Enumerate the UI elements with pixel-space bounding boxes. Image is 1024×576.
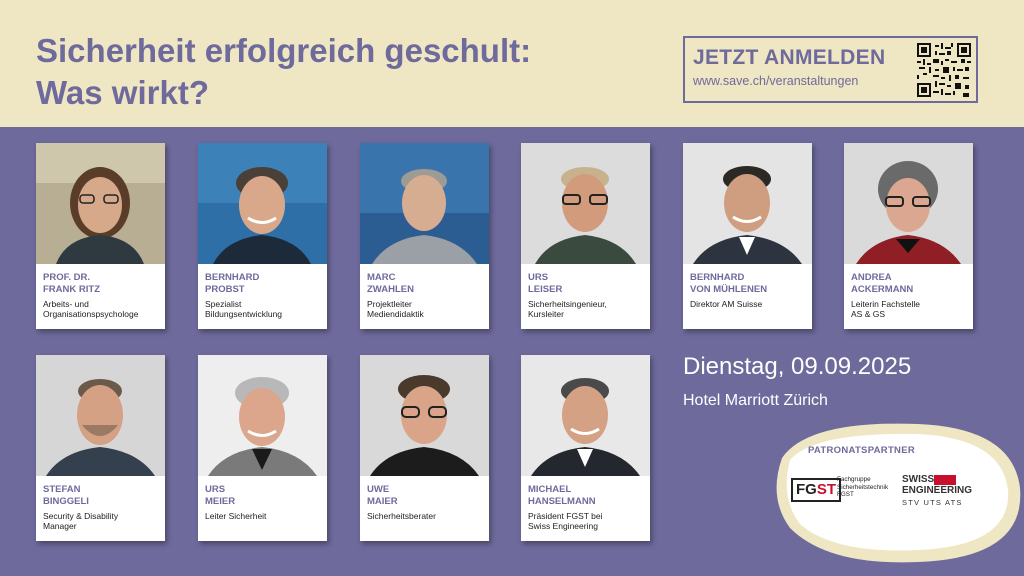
fgst-logo-mark: FGST: [791, 478, 842, 502]
event-venue: Hotel Marriott Zürich: [683, 392, 828, 409]
register-url-link[interactable]: www.save.ch/veranstaltungen: [693, 74, 859, 88]
speaker-photo: [198, 355, 327, 476]
speaker-name: URS MEIER: [205, 484, 236, 507]
speaker-role: Direktor AM Suisse: [690, 299, 763, 309]
speaker-role: Leiterin Fachstelle AS & GS: [851, 299, 920, 319]
speaker-card: URS LEISER Sicherheitsingenieur, Kursleite…: [521, 143, 650, 329]
register-cta-box[interactable]: JETZT ANMELDEN www.save.ch/veranstaltung…: [683, 36, 978, 103]
speaker-photo: [36, 143, 165, 264]
speaker-name: PROF. DR. FRANK RITZ: [43, 272, 100, 295]
speaker-photo: [360, 355, 489, 476]
speaker-photo: [198, 143, 327, 264]
speaker-photo: [844, 143, 973, 264]
speaker-name: BERNHARD VON MÜHLENEN: [690, 272, 768, 295]
swiss-engineering-logo: SWISS ENGINEERING STV UTS ATS: [902, 474, 973, 507]
speaker-role: Leiter Sicherheit: [205, 511, 267, 521]
speaker-role: Präsident FGST bei Swiss Engineering: [528, 511, 603, 531]
title-line-2: Was wirkt?: [36, 74, 209, 111]
speaker-name: ANDREA ACKERMANN: [851, 272, 914, 295]
speaker-role: Projektleiter Mediendidaktik: [367, 299, 424, 319]
speaker-role: Sicherheitsberater: [367, 511, 436, 521]
speaker-card: PROF. DR. FRANK RITZ Arbeits- und Organisa…: [36, 143, 165, 329]
speaker-photo: [360, 143, 489, 264]
speaker-card: ANDREA ACKERMANN Leiterin Fachstelle AS & …: [844, 143, 973, 329]
speaker-photo: [36, 355, 165, 476]
speaker-card: MICHAEL HANSELMANN Präsident FGST bei Swis…: [521, 355, 650, 541]
register-cta-heading[interactable]: JETZT ANMELDEN: [693, 46, 886, 69]
speaker-photo: [521, 355, 650, 476]
speaker-photo: [521, 143, 650, 264]
speaker-card: STEFAN BINGGELI Security & Disability Mana…: [36, 355, 165, 541]
qr-code-icon[interactable]: [917, 43, 971, 97]
header-banner: Sicherheit erfolgreich geschult: Was wir…: [0, 0, 1024, 127]
speaker-role: Spezialist Bildungsentwicklung: [205, 299, 283, 319]
speaker-card: BERNHARD PROBST Spezialist Bildungsentwick…: [198, 143, 327, 329]
speaker-role: Security & Disability Manager: [43, 511, 119, 531]
speaker-role: Sicherheitsingenieur, Kursleiter: [528, 299, 607, 319]
patron-blob-shape: [776, 423, 1021, 563]
page-title: Sicherheit erfolgreich geschult: Was wir…: [36, 30, 636, 114]
title-line-1: Sicherheit erfolgreich geschult:: [36, 32, 532, 69]
speaker-photo: [683, 143, 812, 264]
speaker-card: MARC ZWAHLEN Projektleiter Mediendidaktik: [360, 143, 489, 329]
speaker-name: STEFAN BINGGELI: [43, 484, 89, 507]
speaker-card: URS MEIER Leiter Sicherheit: [198, 355, 327, 541]
event-date: Dienstag, 09.09.2025: [683, 353, 912, 380]
speaker-role: Arbeits- und Organisationspsychologe: [43, 299, 139, 319]
swiss-flag-icon: [934, 475, 956, 485]
fgst-logo: FGST Fachgruppe Sicherheitstechnik FGST: [791, 476, 891, 502]
speaker-card: BERNHARD VON MÜHLENEN Direktor AM Suisse: [683, 143, 812, 329]
patron-label: PATRONATSPARTNER: [808, 445, 916, 456]
speaker-name: URS LEISER: [528, 272, 563, 295]
speaker-name: BERNHARD PROBST: [205, 272, 260, 295]
speaker-name: UWE MAIER: [367, 484, 398, 507]
speaker-name: MICHAEL HANSELMANN: [528, 484, 596, 507]
speaker-name: MARC ZWAHLEN: [367, 272, 414, 295]
fgst-logo-text: Fachgruppe Sicherheitstechnik FGST: [837, 476, 889, 498]
speaker-card: UWE MAIER Sicherheitsberater: [360, 355, 489, 541]
